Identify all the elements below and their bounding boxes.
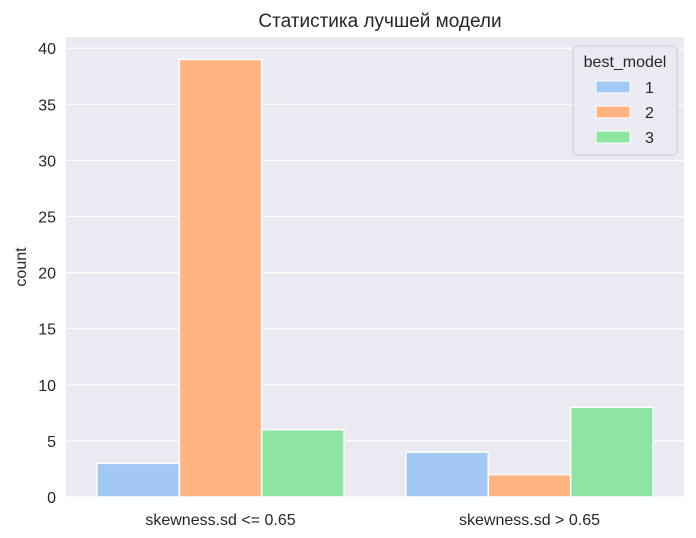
chart-title: Статистика лучшей модели bbox=[258, 11, 501, 32]
y-tick-label: 25 bbox=[38, 210, 56, 227]
legend-title: best_model bbox=[584, 54, 667, 71]
x-tick-label: skewness.sd > 0.65 bbox=[459, 512, 600, 529]
legend-label-1: 1 bbox=[645, 80, 654, 97]
bar-skewness-sd-0-65-model-1 bbox=[405, 451, 490, 498]
legend-label-2: 2 bbox=[645, 105, 654, 122]
y-tick-label: 40 bbox=[38, 41, 56, 58]
legend-box bbox=[572, 45, 678, 156]
legend: best_model 1 2 3 bbox=[572, 45, 678, 156]
bar-skewness-sd-0-65-model-2 bbox=[487, 473, 572, 498]
y-tick-label: 5 bbox=[47, 434, 56, 451]
y-axis-ticks: 0 5 10 15 20 25 30 35 40 bbox=[38, 41, 56, 507]
y-tick-label: 35 bbox=[38, 97, 56, 114]
x-tick-label: skewness.sd <= 0.65 bbox=[145, 512, 295, 529]
y-tick-label: 15 bbox=[38, 322, 56, 339]
y-tick-label: 20 bbox=[38, 266, 56, 283]
legend-swatch-1 bbox=[595, 80, 631, 94]
bar-skewness-sd-0-65-model-3 bbox=[260, 428, 345, 498]
bar-skewness-sd-0-65-model-2 bbox=[178, 58, 263, 498]
bar-skewness-sd-0-65-model-1 bbox=[96, 462, 181, 498]
bars bbox=[96, 58, 654, 498]
y-tick-label: 0 bbox=[47, 490, 56, 507]
legend-swatch-3 bbox=[595, 130, 631, 144]
y-axis-label: count bbox=[13, 247, 30, 287]
x-axis-ticks: skewness.sd <= 0.65 skewness.sd > 0.65 bbox=[145, 512, 600, 529]
y-tick-label: 30 bbox=[38, 153, 56, 170]
legend-label-3: 3 bbox=[645, 130, 654, 147]
legend-swatch-2 bbox=[595, 105, 631, 119]
y-tick-label: 10 bbox=[38, 378, 56, 395]
bar-skewness-sd-0-65-model-3 bbox=[569, 406, 654, 498]
